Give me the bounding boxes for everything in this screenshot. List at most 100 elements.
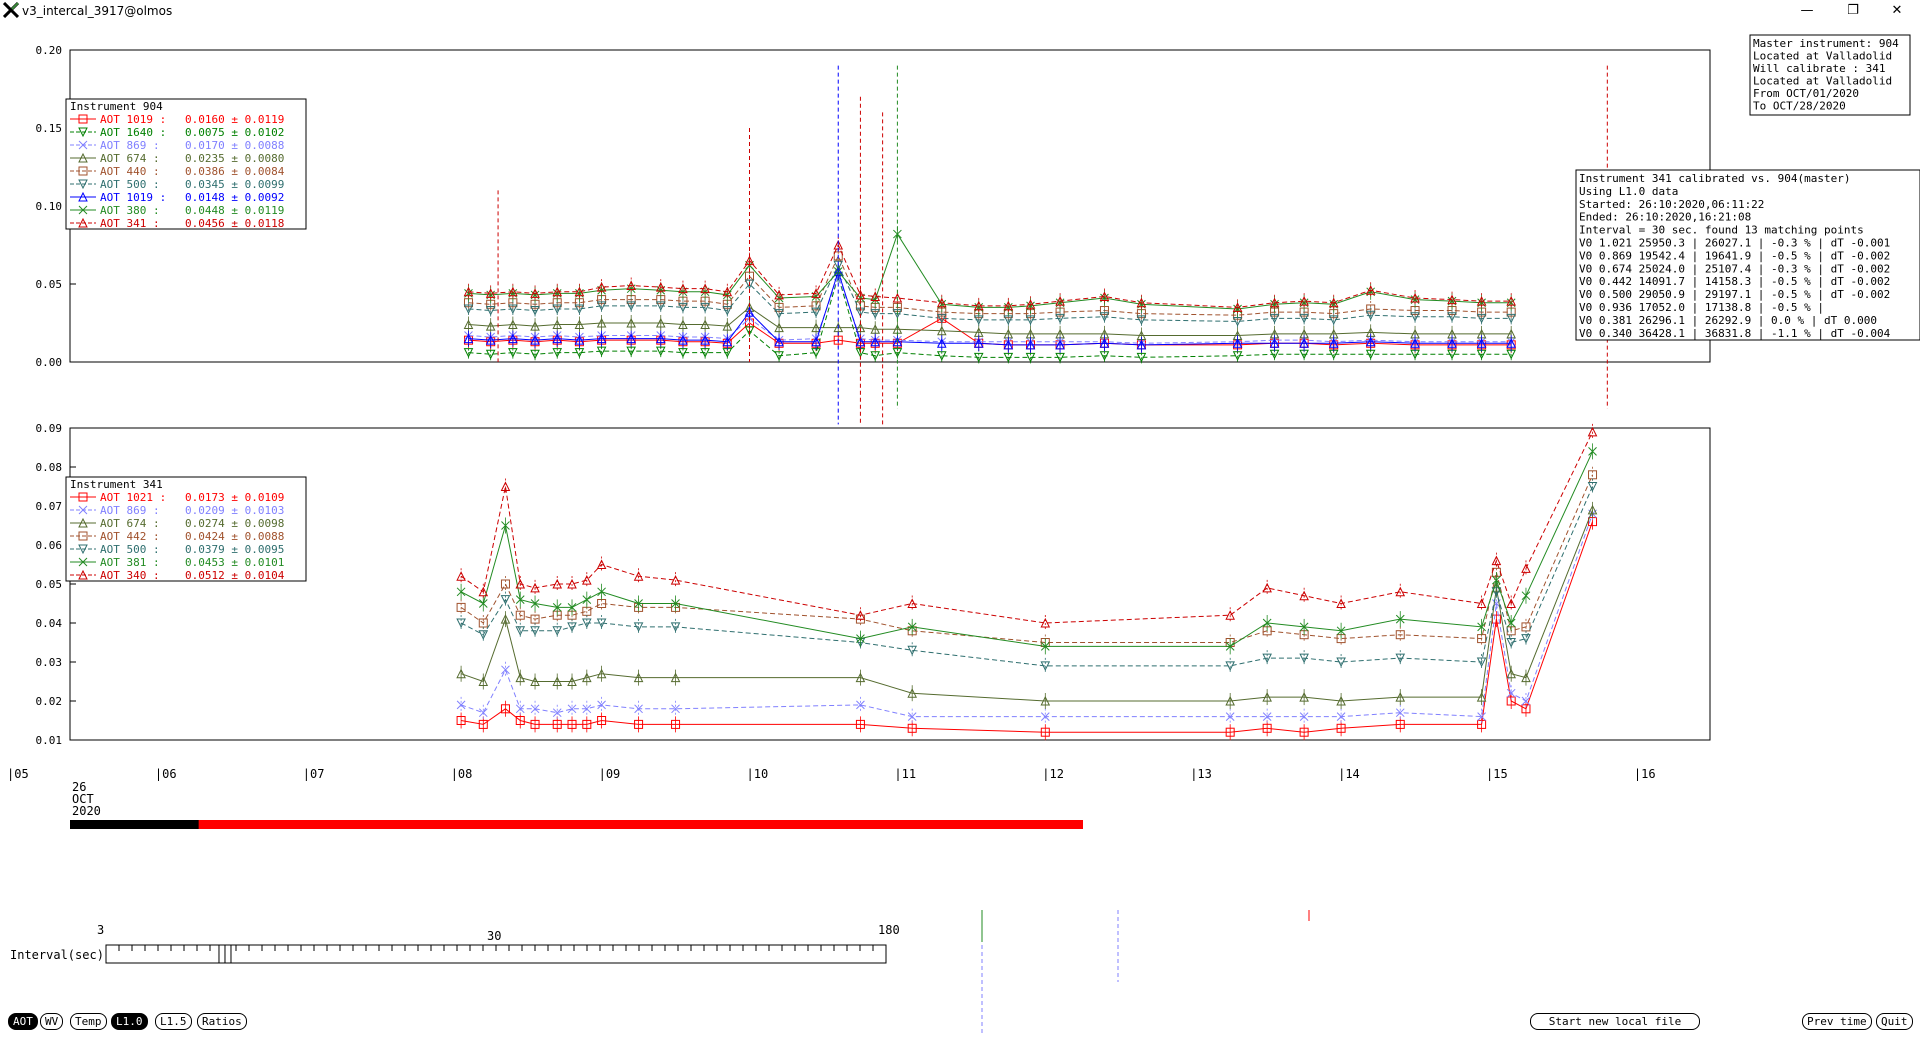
- wv-button[interactable]: WV: [40, 1013, 64, 1030]
- l10-button[interactable]: L1.0: [111, 1013, 148, 1030]
- minimize-button[interactable]: —: [1800, 3, 1814, 18]
- info-line: Located at Valladolid: [1753, 75, 1892, 88]
- data-point-marker: [1225, 695, 1235, 706]
- data-point-marker: [530, 306, 540, 316]
- calib-line: V0 0.381 26296.1 | 26292.9 | 0.0 % | dT …: [1579, 314, 1877, 327]
- data-point-marker: [936, 313, 947, 324]
- data-point-marker: [1336, 598, 1346, 608]
- calib-line: V0 0.500 29050.9 | 29197.1 | -0.5 % | dT…: [1579, 288, 1890, 301]
- data-point-marker: [1395, 691, 1406, 702]
- data-point-marker: [892, 292, 903, 303]
- y-tick-label: 0.06: [36, 539, 63, 552]
- interval-slider[interactable]: [105, 944, 887, 964]
- legend-series-name: AOT 381 :: [100, 556, 160, 569]
- data-point-marker: [500, 595, 511, 605]
- data-point-marker: [1328, 338, 1339, 348]
- ratios-button[interactable]: Ratios: [197, 1013, 247, 1030]
- data-point-marker: [582, 595, 592, 604]
- l15-button[interactable]: L1.5: [155, 1013, 192, 1030]
- data-point-marker: [552, 348, 563, 358]
- time-tick-label: |07: [303, 767, 325, 781]
- data-point-marker: [833, 335, 843, 345]
- legend-series-name: AOT 500 :: [100, 543, 160, 556]
- data-point-marker: [1136, 315, 1147, 325]
- legend-series-stat: 0.0379 ± 0.0095: [185, 543, 284, 556]
- data-point-marker: [1262, 712, 1272, 721]
- data-point-marker: [552, 319, 563, 330]
- series-6: [456, 423, 1598, 631]
- data-point-marker: [552, 719, 562, 729]
- data-point-marker: [574, 304, 585, 315]
- data-point-marker: [1262, 691, 1272, 702]
- series-3: [456, 466, 1598, 651]
- data-point-marker: [78, 544, 88, 555]
- data-point-marker: [700, 302, 710, 313]
- start-new-local-file-button[interactable]: Start new local file: [1530, 1013, 1700, 1030]
- data-point-marker: [1025, 339, 1036, 350]
- data-point-marker: [1365, 336, 1376, 347]
- data-point-marker: [1476, 313, 1487, 324]
- quit-button[interactable]: Quit: [1876, 1013, 1913, 1030]
- temp-button[interactable]: Temp: [70, 1013, 107, 1030]
- close-button[interactable]: ✕: [1891, 3, 1903, 18]
- data-point-marker: [596, 668, 607, 679]
- data-point-marker: [552, 626, 563, 636]
- data-point-marker: [1506, 296, 1516, 306]
- data-point-marker: [596, 559, 607, 569]
- data-point-marker: [1025, 315, 1036, 325]
- data-point-marker: [1099, 312, 1110, 322]
- data-point-marker: [855, 289, 866, 300]
- time-tick-label: |15: [1486, 767, 1508, 781]
- data-point-marker: [1395, 586, 1406, 597]
- data-point-marker: [463, 304, 474, 315]
- data-point-marker: [1506, 638, 1516, 648]
- data-point-marker: [78, 569, 88, 580]
- data-point-marker: [1521, 591, 1531, 601]
- data-point-marker: [500, 481, 511, 491]
- maximize-button[interactable]: ❐: [1847, 3, 1859, 18]
- data-point-marker: [530, 288, 540, 298]
- series-line: [460, 513, 1594, 718]
- data-point-marker: [456, 700, 466, 710]
- legend-series-name: AOT 869 :: [100, 139, 160, 152]
- data-point-marker: [1587, 426, 1598, 437]
- data-point-marker: [500, 613, 511, 624]
- data-point-marker: [907, 645, 917, 656]
- data-point-marker: [856, 634, 865, 643]
- data-point-marker: [634, 599, 643, 608]
- data-point-marker: [655, 317, 666, 328]
- data-point-marker: [1395, 719, 1405, 729]
- data-point-marker: [1395, 614, 1405, 624]
- data-point-marker: [596, 618, 607, 629]
- data-point-marker: [78, 114, 88, 124]
- data-point-marker: [530, 321, 540, 331]
- series-6: [463, 263, 1516, 353]
- y-tick-label: 0.07: [36, 500, 63, 513]
- prev-time-button[interactable]: Prev time: [1802, 1013, 1872, 1030]
- legend-series-stat: 0.0160 ± 0.0119: [185, 113, 284, 126]
- data-point-marker: [78, 179, 88, 190]
- aot-button[interactable]: AOT: [8, 1013, 38, 1030]
- data-point-marker: [78, 557, 88, 567]
- data-point-marker: [1099, 338, 1110, 348]
- data-point-marker: [1055, 352, 1065, 363]
- data-point-marker: [633, 571, 644, 581]
- data-point-marker: [1262, 582, 1272, 593]
- data-point-marker: [78, 140, 88, 150]
- data-point-marker: [1040, 695, 1051, 706]
- data-point-marker: [582, 672, 592, 683]
- data-point-marker: [1328, 315, 1339, 325]
- data-point-marker: [1365, 310, 1376, 321]
- data-point-marker: [1099, 291, 1110, 301]
- data-point-marker: [78, 166, 88, 176]
- data-point-marker: [501, 665, 510, 675]
- data-point-marker: [1232, 302, 1243, 312]
- data-point-marker: [1521, 634, 1531, 644]
- data-point-marker: [870, 336, 881, 347]
- time-tick-label: |12: [1042, 767, 1064, 781]
- data-point-marker: [1003, 339, 1014, 350]
- y-tick-label: 0.01: [36, 734, 63, 747]
- data-point-marker: [936, 297, 947, 308]
- data-point-marker: [1477, 712, 1486, 721]
- x-app-icon: [3, 2, 19, 18]
